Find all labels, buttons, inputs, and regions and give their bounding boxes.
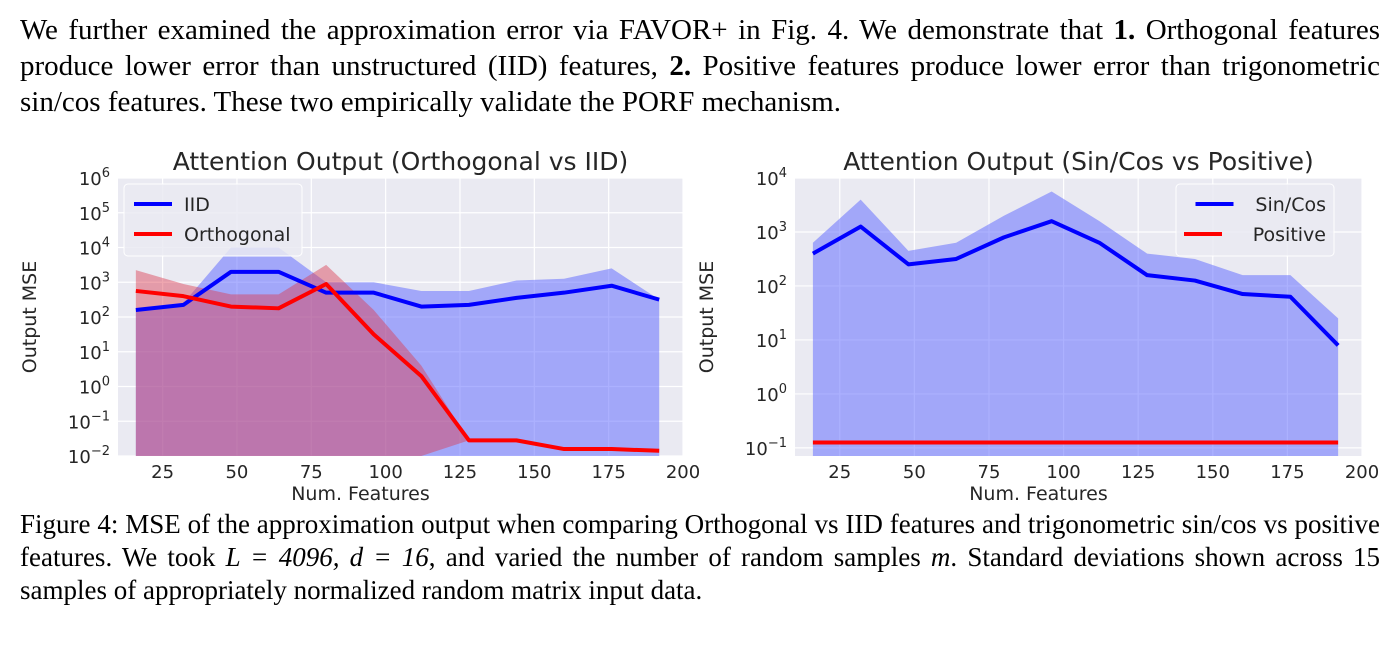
caption-math-2: L = 4096, d = 16 [225,542,429,572]
line-orthogonal [135,281,660,453]
x-tick-label: 50 [903,462,926,483]
x-tick-label: 75 [978,462,1001,483]
band-iid [135,247,660,456]
x-tick-label: 125 [443,462,477,483]
para-bold-2: 2. [669,50,692,82]
chart-2: 25 50 75 100 125 150 175 200 10−1 100 101 102 103 104… [696,147,1379,505]
line-iid [135,269,660,313]
caption-math-3: m [930,542,951,572]
x-tick-label: 50 [225,462,248,483]
para-text-2: Orthogonal features produce lower error … [20,14,1381,82]
x-tick-label: 100 [368,462,402,483]
legend: Sin/Cos Positive [1175,183,1335,257]
y-tick-label: 106 [79,166,110,190]
y-tick-label: 104 [756,166,787,190]
legend-label: IID [184,194,210,216]
x-tick-label: 75 [300,462,323,483]
para-text-1: We further examined the approximation er… [20,14,1114,46]
x-tick-label: 100 [1046,462,1080,483]
legend-label: Orthogonal [184,224,291,246]
caption-text-1: MSE of the approximation output when com… [118,509,1182,539]
x-tick-label: 150 [1196,462,1230,483]
chart-title: Attention Output (Orthogonal vs IID) [173,147,629,176]
x-tick-label: 200 [666,462,700,483]
band-orthogonal [135,264,660,456]
y-tick-label: 10−1 [68,409,110,433]
y-tick-label: 10−1 [745,436,787,460]
x-tick-label: 175 [1270,462,1304,483]
x-axis-label: Num. Features [969,483,1108,505]
x-tick-label: 125 [1121,462,1155,483]
line-sin-cos [811,219,1340,347]
y-tick-label: 102 [79,305,110,329]
x-tick-label: 200 [1345,462,1379,483]
x-tick-label: 25 [828,462,851,483]
x-axis-label: Num. Features [291,483,430,505]
y-tick-label: 10−2 [68,444,110,468]
para-math: sin/cos [20,86,101,118]
legend-label: Sin/Cos [1255,194,1326,216]
y-tick-label: 105 [79,201,110,225]
y-tick-label: 103 [756,220,787,244]
figure-caption: Figure 4: MSE of the approximation outpu… [20,508,1380,607]
caption-text-4: . Standard deviations shown across 15 sa… [20,542,1381,605]
caption-label: Figure 4: [20,509,119,539]
chart-1: 25 50 75 100 125 150 175 200 10−2 10−1 100 101 102 10… [19,147,700,505]
y-tick-label: 101 [756,328,787,352]
x-tick-label: 25 [151,462,174,483]
caption-math-1: sin/cos [1181,509,1257,539]
y-tick-label: 102 [756,274,787,298]
y-tick-label: 103 [79,270,110,294]
chart-title: Attention Output (Sin/Cos vs Positive) [843,147,1314,176]
intro-paragraph: We further examined the approximation er… [20,12,1380,120]
y-tick-label: 100 [756,382,787,406]
x-tick-label: 150 [517,462,551,483]
legend-label: Positive [1253,224,1326,246]
y-axis-label: Output MSE [19,261,41,374]
y-tick-label: 104 [79,236,110,260]
legend: IID Orthogonal [123,183,303,257]
band-sin-cos [812,191,1339,456]
y-axis-label: Output MSE [696,261,718,374]
caption-text-2: vs positive features. We took [20,509,1380,572]
y-tick-label: 101 [79,340,110,364]
x-tick-label: 175 [591,462,625,483]
para-bold-1: 1. [1113,14,1136,46]
y-tick-label: 100 [79,375,110,399]
para-text-3: Positive features produce lower error th… [691,50,1380,82]
figure-4: 25 50 75 100 125 150 175 200 10−2 10−1 100 101 102 10… [19,147,1379,505]
para-text-4: features. These two empirically validate… [100,86,841,118]
caption-text-3: , and varied the number of random sample… [428,542,931,572]
